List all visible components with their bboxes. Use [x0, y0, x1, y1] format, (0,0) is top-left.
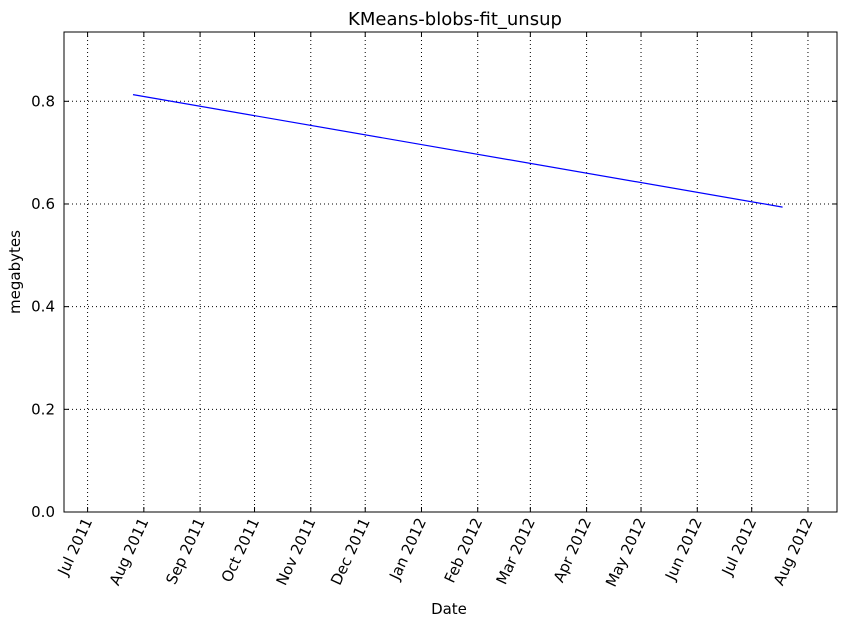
y-tick-label: 0.0: [31, 503, 55, 521]
grid: [64, 32, 837, 513]
chart-title: KMeans-blobs-fit_unsup: [348, 9, 562, 30]
series-layer: [132, 94, 783, 208]
x-tick-label: Jun 2012: [661, 515, 706, 584]
y-tick-label: 0.6: [31, 195, 55, 213]
x-tick-label: Apr 2012: [550, 515, 595, 585]
x-tick-label: Aug 2012: [770, 515, 817, 588]
x-tick-label: Aug 2011: [106, 515, 153, 588]
y-axis-label: megabytes: [6, 230, 24, 314]
x-tick-label: Oct 2011: [218, 515, 263, 585]
series-line-0: [132, 94, 783, 208]
x-tick-label: May 2012: [602, 515, 650, 590]
y-tick-label: 0.4: [31, 298, 55, 316]
y-tick-label: 0.2: [31, 400, 55, 418]
x-tick-label: Jul 2011: [54, 515, 97, 579]
y-tick-label: 0.8: [31, 92, 55, 110]
x-tick-label: Mar 2012: [493, 515, 539, 587]
x-tick-label: Jul 2012: [718, 515, 761, 579]
x-tick-label: Dec 2011: [327, 515, 374, 588]
plot-frame: [63, 31, 838, 513]
x-axis-label: Date: [431, 600, 467, 618]
x-axis: Jul 2011 Aug 2011 Sep 2011 Oct 2011 Nov 2011…: [54, 32, 817, 590]
x-tick-label: Feb 2012: [441, 515, 487, 586]
x-tick-label: Jan 2012: [385, 515, 430, 583]
x-tick-label: Sep 2011: [162, 515, 208, 587]
x-tick-label: Nov 2011: [273, 515, 320, 588]
y-axis: 0.0 0.2 0.4 0.6 0.8: [31, 92, 837, 521]
